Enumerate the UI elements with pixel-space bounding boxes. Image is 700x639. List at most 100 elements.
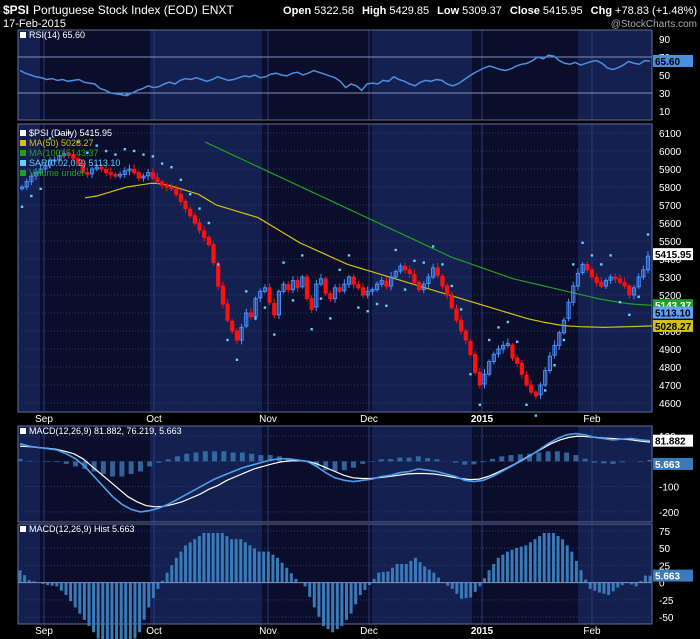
candle-body bbox=[533, 391, 538, 397]
macd-hist-bar bbox=[360, 461, 366, 464]
candle-body bbox=[641, 269, 646, 278]
macd-hist-bar bbox=[91, 461, 97, 472]
hist-bar bbox=[538, 536, 542, 583]
hist-bar bbox=[455, 582, 459, 594]
hist-bar bbox=[464, 582, 468, 599]
candle-body bbox=[57, 155, 62, 161]
hist-bar bbox=[487, 570, 491, 583]
macd-hist-bar bbox=[17, 458, 23, 462]
rsi-ytick: 30 bbox=[659, 89, 671, 100]
hist-bar bbox=[450, 582, 454, 589]
candle-body bbox=[262, 287, 268, 292]
candle-body bbox=[603, 280, 609, 287]
candle-body bbox=[449, 294, 454, 309]
hist-bar bbox=[73, 582, 77, 608]
macd-band bbox=[150, 426, 262, 522]
macd-hist-bar bbox=[249, 453, 255, 462]
candle-body bbox=[33, 172, 39, 177]
hist-bar bbox=[570, 551, 574, 583]
price-legend-1-swatch bbox=[20, 140, 26, 146]
candle-body bbox=[89, 168, 95, 175]
macd-band bbox=[578, 426, 652, 522]
sar-dot bbox=[600, 263, 603, 266]
sar-dot bbox=[39, 187, 42, 190]
hist-bar bbox=[294, 578, 298, 583]
hist-bar bbox=[280, 562, 284, 583]
hist-legend: MACD(12,26,9) Hist 5.663 bbox=[29, 524, 135, 534]
macd-hist-bar bbox=[536, 452, 542, 462]
hist-bar bbox=[607, 582, 611, 596]
candle-body bbox=[645, 255, 651, 271]
hist-bar bbox=[156, 582, 160, 589]
price-border bbox=[17, 123, 653, 413]
sar-dot bbox=[254, 317, 257, 320]
candle-body bbox=[19, 186, 25, 190]
hist-bars bbox=[18, 532, 652, 639]
hist-bar bbox=[285, 567, 289, 583]
hist-bar bbox=[528, 542, 532, 583]
price-ytick: 4700 bbox=[659, 381, 682, 392]
sar-dot bbox=[544, 389, 547, 392]
candle-body bbox=[473, 353, 478, 373]
hist-bar bbox=[533, 539, 537, 583]
hist-bar bbox=[64, 582, 68, 596]
candle-body bbox=[113, 173, 118, 177]
hist-bar bbox=[211, 532, 215, 583]
candle-body bbox=[445, 285, 450, 296]
macd-hist-bar bbox=[332, 461, 338, 472]
sar-dot bbox=[618, 301, 622, 304]
hist-bar bbox=[381, 572, 385, 583]
sar-dot bbox=[450, 284, 453, 288]
candle-body bbox=[304, 276, 310, 300]
macd-hist-bar bbox=[119, 461, 125, 477]
hist-bar bbox=[547, 532, 551, 583]
sar-dot bbox=[534, 414, 538, 417]
macd-hist-bar bbox=[63, 461, 69, 464]
candle-body bbox=[239, 326, 244, 341]
sar-dot bbox=[179, 178, 183, 181]
macd-hist-bar bbox=[267, 455, 273, 462]
hist-bar bbox=[317, 582, 321, 617]
sar-dot bbox=[132, 149, 136, 153]
macd-hist-bar bbox=[471, 461, 477, 465]
sar-dot bbox=[282, 261, 285, 264]
candle-body bbox=[440, 275, 445, 287]
candle-body bbox=[407, 269, 412, 274]
hist-bar bbox=[400, 564, 404, 583]
price-legend-3-swatch bbox=[20, 160, 26, 166]
macd-hist-bar bbox=[638, 461, 644, 463]
hist-ytick: 0 bbox=[659, 579, 665, 590]
sar-dot bbox=[609, 254, 612, 257]
chart-date: 17-Feb-2015 bbox=[3, 18, 66, 30]
hist-bar bbox=[367, 582, 371, 586]
candle-body bbox=[136, 172, 141, 179]
hist-band bbox=[150, 524, 262, 624]
price-ytick: 5400 bbox=[659, 255, 682, 266]
hist-bar bbox=[202, 532, 206, 583]
hist-bar bbox=[409, 560, 413, 583]
hist-bar bbox=[427, 569, 431, 583]
rsi-ytick: 10 bbox=[659, 107, 671, 118]
macd-hist-bar bbox=[425, 458, 431, 462]
macd-hist-bar bbox=[258, 455, 264, 462]
candle-body bbox=[75, 158, 81, 165]
candle-body bbox=[160, 181, 165, 186]
hist-xtick: Dec bbox=[360, 626, 378, 637]
candle-body bbox=[636, 276, 641, 288]
rsi-ytick: 90 bbox=[659, 35, 671, 46]
macd-hist-bar bbox=[462, 461, 468, 465]
hist-bar bbox=[87, 582, 91, 627]
price-last-close-bg bbox=[653, 248, 693, 261]
macd-hist-bar bbox=[54, 461, 60, 463]
hist-legend-swatch bbox=[20, 526, 26, 532]
candle-body bbox=[571, 285, 576, 303]
candle-body bbox=[234, 330, 239, 341]
sar-dot bbox=[48, 137, 52, 140]
macd-hist-bar bbox=[230, 452, 236, 462]
sar-dot bbox=[637, 295, 640, 298]
sar-dot bbox=[562, 338, 566, 342]
price-ytick: 4800 bbox=[659, 363, 682, 374]
candle-body bbox=[43, 164, 48, 170]
macd-hist-bar bbox=[610, 461, 616, 464]
macd-signal-line bbox=[19, 435, 651, 508]
